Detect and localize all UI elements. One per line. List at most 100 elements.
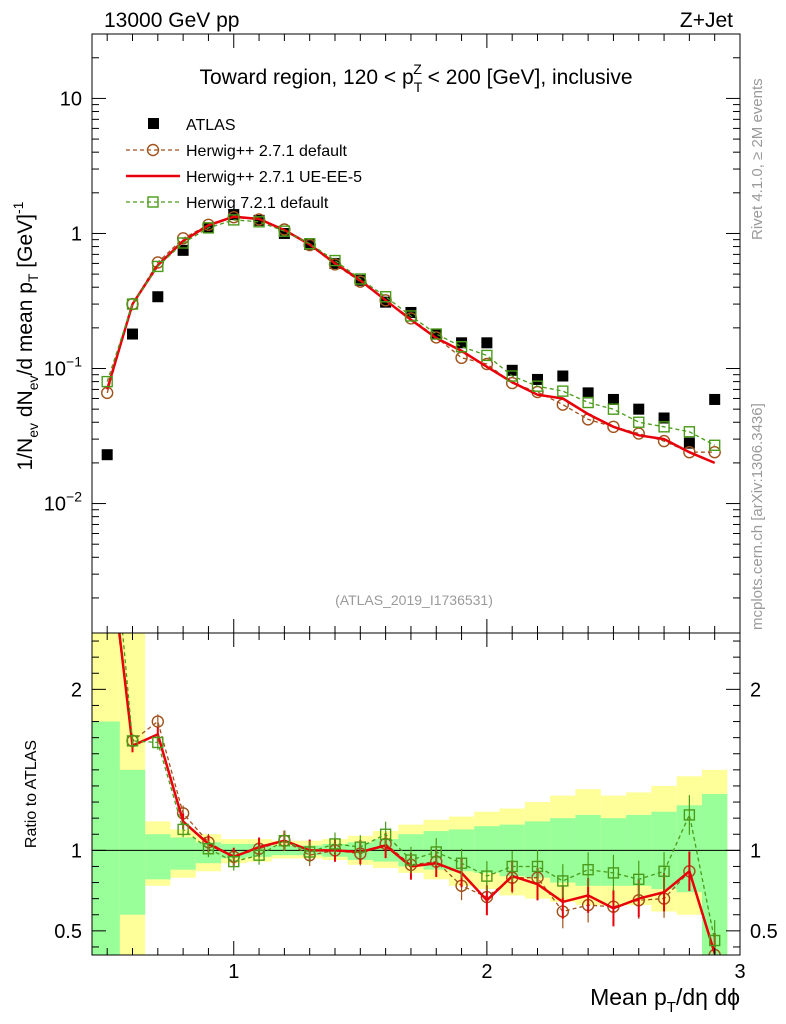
main-series-line [106, 216, 715, 453]
main-point-square [303, 237, 316, 250]
ratio-y-tick-label-right: 0.5 [750, 921, 778, 943]
main-point-square [506, 370, 518, 382]
energy-label: 13000 GeV pp [104, 9, 239, 32]
main-series-line [106, 215, 716, 465]
main-point-atlas [278, 227, 290, 239]
main-y-tick-label: 10 [60, 88, 82, 110]
main-point-square [455, 341, 468, 353]
main-title: Toward region, 120 < pTZ < 200 [GeV], in… [199, 61, 632, 95]
main-point-square [531, 380, 544, 392]
main-point-atlas [101, 449, 113, 461]
main-point-square [658, 421, 670, 433]
ratio-band-green [119, 769, 146, 915]
legend-marker-herwigpp-default [146, 143, 160, 157]
main-series-1 [100, 210, 721, 459]
main-point-square [152, 260, 164, 273]
ratio-band-green [170, 837, 196, 870]
main-y-tick-label: 10−1 [44, 354, 82, 381]
ratio-point-square [531, 860, 544, 873]
ratio-point-square [582, 863, 594, 876]
ratio-point-square [379, 828, 392, 840]
legend-entry-herwig7-default: Herwig 7.2.1 default [126, 195, 329, 212]
x-tick-label: 1 [228, 961, 239, 983]
legend-entry-herwigpp-default: Herwig++ 2.7.1 default [126, 143, 348, 160]
x-tick-label: 3 [734, 961, 745, 983]
main-point-circle [708, 446, 721, 459]
ratio-point-square [557, 875, 569, 887]
ratio-point-square [278, 834, 291, 847]
main-point-square [101, 375, 113, 388]
main-point-square [177, 237, 189, 249]
main-point-square [557, 385, 569, 397]
ratio-point-square [708, 934, 721, 947]
ratio-y-tick-label: 2 [71, 679, 82, 701]
ratio-y-tick-label: 0.5 [54, 921, 82, 943]
ratio-point-square [126, 735, 139, 747]
main-y-tick-base: 1 [71, 223, 82, 245]
ratio-point-square [430, 846, 442, 858]
main-point-atlas [456, 337, 468, 349]
main-point-square [253, 216, 265, 228]
main-y-tick-base: 10 [44, 494, 66, 516]
main-point-square [481, 349, 493, 362]
main-point-square [354, 273, 367, 285]
legend-marker-atlas [148, 118, 159, 129]
ratio-point-square [658, 865, 670, 877]
main-series-2 [106, 215, 716, 465]
reference-label: (ATLAS_2019_I1736531) [335, 592, 493, 608]
ratio-series-layer [117, 633, 721, 955]
main-title-post: < 200 [GeV], inclusive [422, 66, 633, 89]
ratio-panel: 0.5 0.5 1 1 2 2 1 2 3 Ratio to ATLAS Mean pT/dη… [23, 632, 778, 1016]
ratio-point-square [202, 843, 215, 855]
x-axis-title-pre: Mean p [590, 984, 667, 1010]
main-point-square [329, 254, 341, 267]
main-point-atlas [607, 393, 619, 405]
ratio-point-square [506, 860, 518, 873]
main-point-square [228, 214, 240, 226]
main-point-atlas [582, 387, 594, 399]
main-point-circle [607, 420, 620, 434]
main-point-atlas [658, 412, 670, 424]
main-point-atlas [253, 214, 265, 226]
legend-label-atlas: ATLAS [186, 117, 236, 134]
main-point-atlas [481, 337, 493, 349]
main-y-tick-exp: −1 [66, 354, 82, 370]
legend-label-herwigpp-ueee5: Herwig++ 2.7.1 UE-EE-5 [186, 169, 362, 186]
ratio-point-square [354, 841, 367, 853]
main-point-circle [683, 446, 696, 459]
main-title-sup: Z [413, 61, 422, 77]
main-point-atlas [557, 370, 569, 382]
ratio-plot-frame [91, 632, 741, 956]
main-point-atlas [683, 437, 695, 449]
x-axis-title-sub: T [667, 999, 676, 1016]
ratio-point-circle [151, 715, 165, 728]
main-point-square [708, 439, 721, 451]
main-point-atlas [709, 393, 721, 405]
main-point-circle [505, 376, 519, 390]
legend: ATLAS Herwig++ 2.7.1 default Herwig++ 2.… [126, 117, 362, 212]
ratio-band-green [145, 834, 171, 880]
main-y-tick-label: 10−2 [44, 489, 82, 516]
main-point-atlas [506, 364, 518, 376]
ratio-point-square [253, 849, 265, 861]
ratio-uncertainty-bands [92, 633, 728, 955]
main-title-pre: Toward region, 120 < p [199, 66, 413, 89]
ratio-series-0 [117, 633, 721, 955]
x-axis-title: Mean pT/dη dϕ [590, 984, 740, 1016]
main-series-0 [101, 209, 721, 461]
main-point-square [430, 328, 442, 340]
legend-label-herwig7-default: Herwig 7.2.1 default [186, 195, 329, 212]
main-series-line [106, 219, 716, 446]
main-point-square [202, 222, 215, 234]
ratio-y-axis-title: Ratio to ATLAS [23, 740, 40, 848]
main-point-atlas [152, 291, 164, 303]
main-point-atlas [127, 328, 138, 340]
ratio-point-square [152, 736, 164, 749]
main-series-3 [101, 214, 721, 451]
main-point-square [683, 426, 696, 438]
main-point-atlas [177, 244, 189, 256]
main-point-square [582, 396, 594, 409]
